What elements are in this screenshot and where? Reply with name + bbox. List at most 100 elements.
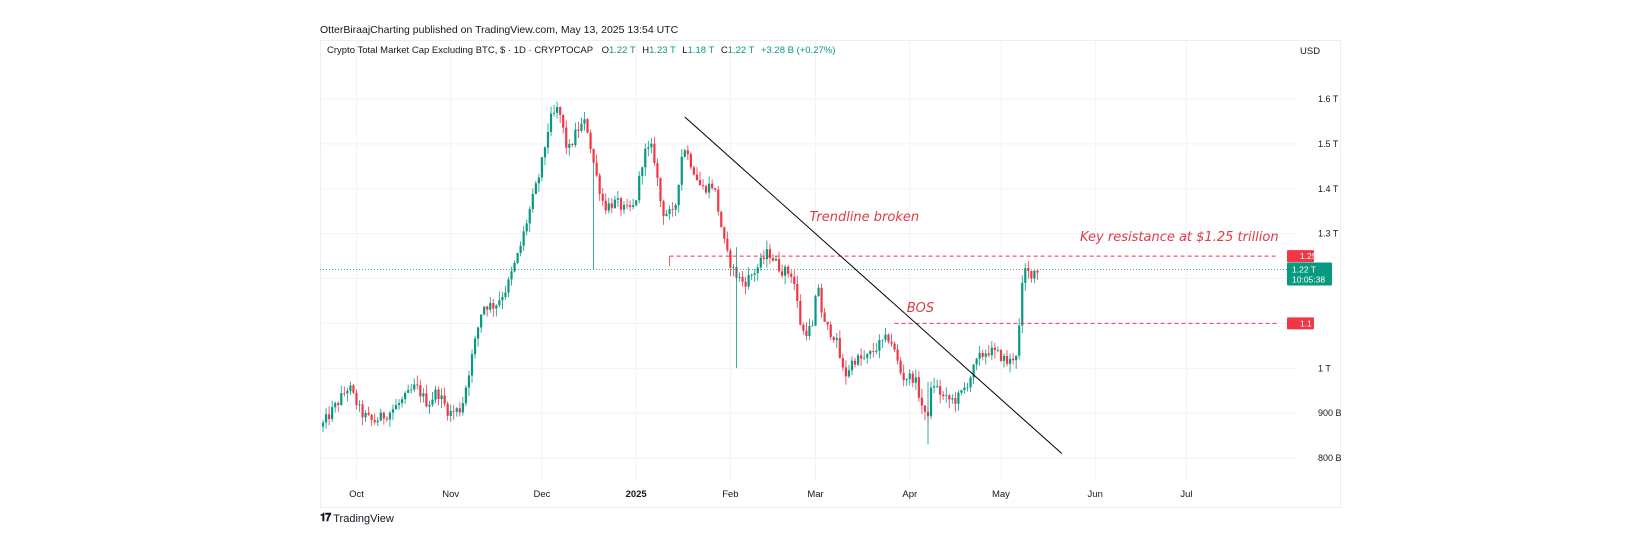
candle-body[interactable] — [519, 245, 522, 254]
candle-body[interactable] — [467, 375, 471, 388]
candle-body[interactable] — [580, 123, 583, 131]
candle-body[interactable] — [878, 340, 881, 351]
candle-body[interactable] — [495, 305, 498, 309]
candle-body[interactable] — [902, 372, 905, 380]
candle-body[interactable] — [455, 408, 458, 412]
candle-body[interactable] — [638, 175, 641, 201]
candle-body[interactable] — [729, 250, 732, 268]
candle-body[interactable] — [531, 194, 534, 210]
candle-body[interactable] — [543, 147, 547, 158]
candle-body[interactable] — [434, 389, 437, 400]
candle-body[interactable] — [711, 183, 714, 189]
candle-body[interactable] — [452, 410, 455, 412]
candle-body[interactable] — [932, 386, 936, 388]
candle-body[interactable] — [787, 266, 790, 274]
candle-body[interactable] — [893, 343, 896, 350]
candle-body[interactable] — [513, 262, 516, 272]
candle-body[interactable] — [1021, 282, 1024, 326]
candle-body[interactable] — [908, 373, 911, 380]
candle-body[interactable] — [771, 258, 775, 261]
candle-body[interactable] — [753, 273, 756, 275]
candle-body[interactable] — [586, 119, 589, 133]
candle-body[interactable] — [948, 395, 951, 400]
candle-body[interactable] — [820, 287, 823, 313]
candle-body[interactable] — [397, 403, 401, 406]
candle-body[interactable] — [364, 412, 367, 418]
candle-body[interactable] — [768, 249, 772, 259]
candle-body[interactable] — [899, 360, 902, 373]
candle-body[interactable] — [808, 326, 811, 336]
descending-trendline[interactable] — [684, 116, 1063, 454]
candle-body[interactable] — [708, 183, 711, 193]
candle-body[interactable] — [361, 404, 364, 418]
candle-body[interactable] — [604, 200, 607, 211]
candle-body[interactable] — [464, 387, 468, 404]
candle-body[interactable] — [358, 404, 361, 406]
candle-body[interactable] — [762, 257, 765, 260]
candle-body[interactable] — [741, 276, 744, 282]
candle-body[interactable] — [428, 404, 431, 407]
candle-body[interactable] — [504, 292, 507, 298]
candle-body[interactable] — [373, 419, 376, 423]
candle-body[interactable] — [574, 129, 577, 145]
candle-body[interactable] — [674, 205, 677, 210]
candle-body[interactable] — [644, 148, 647, 168]
candle-body[interactable] — [732, 267, 735, 268]
candle-body[interactable] — [896, 349, 899, 361]
candle-body[interactable] — [425, 393, 428, 407]
chart-annotation[interactable]: BOS — [907, 301, 934, 316]
candle-body[interactable] — [1015, 355, 1018, 361]
candle-body[interactable] — [385, 418, 388, 420]
candle-body[interactable] — [619, 198, 623, 210]
tradingview-brand[interactable]: 𝟏𝟕 TradingView — [320, 512, 394, 525]
currency-label[interactable]: USD — [1300, 46, 1321, 57]
candle-body[interactable] — [437, 389, 440, 400]
candle-body[interactable] — [917, 377, 920, 398]
candle-body[interactable] — [470, 354, 474, 376]
candle-body[interactable] — [832, 337, 835, 340]
candle-body[interactable] — [744, 281, 747, 287]
candle-body[interactable] — [747, 275, 750, 287]
candle-body[interactable] — [750, 274, 753, 276]
candle-body[interactable] — [911, 373, 914, 383]
candle-body[interactable] — [498, 300, 501, 306]
candle-body[interactable] — [528, 209, 531, 224]
candle-body[interactable] — [549, 113, 553, 132]
chart-area[interactable]: Oct Nov Dec 2025 Feb Mar Apr May Jun Jul 800 B 900 … — [320, 40, 1341, 508]
candle-body[interactable] — [796, 284, 799, 301]
candle-body[interactable] — [677, 184, 680, 206]
candle-body[interactable] — [951, 398, 954, 400]
candle-body[interactable] — [647, 147, 650, 149]
candle-body[interactable] — [975, 358, 978, 365]
candle-body[interactable] — [942, 394, 945, 397]
candle-body[interactable] — [568, 144, 571, 148]
candle-body[interactable] — [331, 407, 334, 420]
candle-body[interactable] — [814, 295, 817, 326]
candle-body[interactable] — [1024, 268, 1027, 283]
candle-body[interactable] — [793, 276, 796, 285]
candle-body[interactable] — [993, 347, 996, 351]
candle-body[interactable] — [704, 185, 708, 193]
candle-body[interactable] — [537, 177, 540, 184]
candle-body[interactable] — [516, 253, 519, 263]
candle-body[interactable] — [841, 357, 844, 368]
candle-body[interactable] — [850, 360, 854, 371]
candle-body[interactable] — [954, 398, 957, 404]
candle-body[interactable] — [1036, 270, 1039, 273]
candle-body[interactable] — [723, 227, 726, 239]
candle-body[interactable] — [714, 188, 717, 190]
candle-body[interactable] — [720, 211, 723, 228]
candle-body[interactable] — [978, 352, 981, 359]
candle-body[interactable] — [939, 386, 942, 395]
candle-body[interactable] — [577, 129, 580, 131]
candle-body[interactable] — [571, 144, 574, 145]
candle-body[interactable] — [540, 157, 544, 178]
candle-body[interactable] — [483, 306, 486, 315]
candle-body[interactable] — [501, 297, 504, 301]
candle-body[interactable] — [784, 266, 787, 276]
candle-body[interactable] — [881, 339, 884, 341]
candle-body[interactable] — [489, 303, 492, 310]
candle-body[interactable] — [860, 355, 863, 359]
candle-body[interactable] — [875, 350, 878, 352]
candle-body[interactable] — [869, 350, 872, 355]
